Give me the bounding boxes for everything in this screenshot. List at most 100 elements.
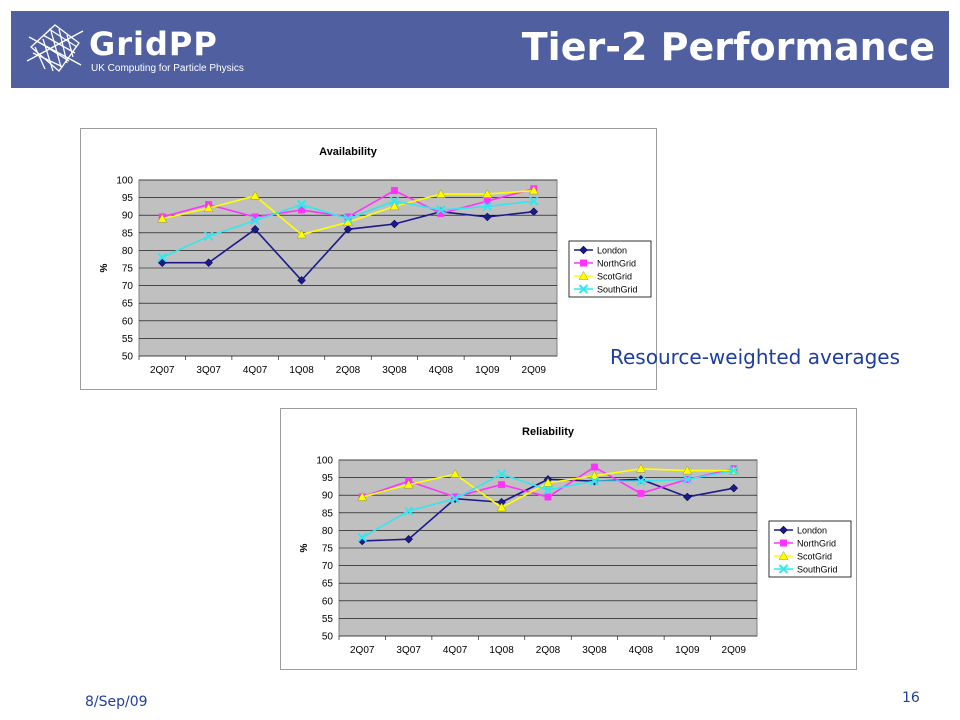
northgrid-point-legend [580, 259, 587, 267]
slide-header: GridPP UK Computing for Particle Physics… [11, 11, 949, 88]
y-axis-label: % [99, 263, 110, 272]
southgrid-point-3 [296, 199, 307, 210]
london-point-2 [250, 224, 260, 234]
scotgrid-point-1 [203, 203, 214, 212]
y-tick-label: 85 [122, 228, 134, 239]
southgrid-point-2 [450, 494, 460, 504]
x-tick-label: 3Q08 [582, 645, 607, 656]
x-tick-label: 2Q08 [536, 645, 561, 656]
london-point-1 [404, 534, 414, 544]
london-point-3 [297, 275, 306, 285]
chart-title: Availability [319, 146, 378, 158]
x-tick-label: 4Q08 [629, 645, 654, 656]
northgrid-point-2 [251, 213, 259, 221]
southgrid-point-1 [203, 231, 214, 242]
y-tick-label: 80 [322, 526, 334, 537]
northgrid-point-3 [498, 481, 506, 489]
scotgrid-point-0 [157, 213, 168, 223]
availability-chart-svg: Availability 50 55 60 65 70 75 80 85 90 95 100% 2Q07… [99, 146, 652, 376]
scotgrid-point-8 [528, 185, 539, 195]
southgrid-point-2 [250, 215, 260, 226]
y-axis-label: % [299, 543, 310, 552]
london-point-legend [579, 245, 588, 255]
y-tick-label: 100 [116, 176, 133, 187]
southgrid-point-0 [157, 252, 167, 263]
chart-title: Reliability [522, 426, 575, 438]
southgrid-point-5 [589, 476, 600, 486]
scotgrid-point-5 [589, 470, 600, 480]
northgrid-point-legend [780, 539, 787, 547]
southgrid-point-6 [436, 205, 446, 215]
y-tick-label: 60 [122, 316, 134, 327]
scotgrid-point-3 [296, 229, 307, 239]
y-tick-label: 75 [122, 264, 134, 275]
northgrid-point-4 [344, 213, 352, 221]
reliability-chart: Reliability 50 55 60 65 70 75 80 85 90 95 100% 2Q07 3… [280, 408, 857, 670]
y-tick-label: 65 [122, 299, 134, 310]
footer-date: 8/Sep/09 [85, 694, 148, 710]
x-tick-label: 2Q07 [350, 645, 375, 656]
reliability-chart-svg: Reliability 50 55 60 65 70 75 80 85 90 95 100% 2Q07 3… [299, 426, 852, 656]
northgrid-point-4 [544, 493, 552, 501]
y-tick-label: 70 [322, 561, 334, 572]
southgrid-point-5 [389, 196, 400, 206]
southgrid-point-legend [778, 564, 789, 574]
northgrid-point-5 [590, 463, 598, 471]
legend-label: SouthGrid [797, 565, 838, 575]
scotgrid-point-7 [682, 465, 693, 475]
series-scotgrid [157, 185, 539, 239]
scotgrid-point-7 [482, 189, 493, 198]
x-tick-label: 4Q07 [243, 365, 268, 376]
page-number: 16 [902, 690, 920, 706]
legend-label: ScotGrid [797, 552, 832, 562]
y-tick-label: 80 [122, 246, 134, 257]
northgrid-point-6 [637, 489, 645, 497]
y-tick-label: 90 [322, 491, 334, 502]
scotgrid-point-legend [778, 550, 789, 560]
x-tick-label: 2Q07 [150, 365, 175, 376]
x-tick-label: 1Q08 [289, 365, 314, 376]
london-point-7 [682, 492, 692, 502]
southgrid-point-7 [482, 201, 493, 212]
legend-label: London [597, 246, 627, 256]
x-tick-label: 3Q07 [196, 365, 221, 376]
page-title: Tier-2 Performance [521, 25, 935, 69]
x-tick-label: 2Q09 [522, 365, 547, 376]
x-tick-label: 4Q08 [429, 365, 454, 376]
london-point-8 [529, 207, 539, 217]
scotgrid-point-6 [635, 463, 646, 473]
southgrid-point-8 [529, 196, 539, 206]
southgrid-point-8 [729, 465, 739, 476]
chart-legend: London NorthGrid ScotGrid SouthGrid [568, 240, 652, 298]
x-tick-label: 2Q09 [722, 645, 747, 656]
legend-label: London [797, 526, 827, 536]
southgrid-point-1 [403, 506, 414, 516]
southgrid-point-4 [543, 485, 553, 495]
northgrid-point-3 [298, 206, 306, 214]
london-point-legend [779, 525, 788, 535]
london-point-8 [729, 483, 739, 493]
scotgrid-point-legend [578, 270, 589, 280]
y-tick-label: 50 [122, 352, 134, 363]
southgrid-point-4 [343, 214, 353, 224]
series-southgrid [357, 465, 739, 543]
y-tick-label: 55 [322, 614, 334, 625]
london-point-1 [204, 258, 214, 268]
series-southgrid [157, 196, 539, 263]
scotgrid-point-0 [357, 491, 368, 501]
y-tick-label: 50 [322, 632, 334, 643]
legend-label: SouthGrid [597, 285, 638, 295]
y-tick-label: 95 [322, 473, 334, 484]
x-tick-label: 2Q08 [336, 365, 361, 376]
gridpp-logo: GridPP UK Computing for Particle Physics [25, 17, 265, 83]
y-tick-label: 55 [122, 334, 134, 345]
legend-label: NorthGrid [597, 259, 636, 269]
y-tick-label: 90 [122, 211, 134, 222]
southgrid-point-3 [496, 469, 507, 479]
southgrid-point-0 [357, 532, 367, 543]
scotgrid-point-2 [250, 190, 261, 200]
london-point-7 [482, 212, 492, 222]
london-point-4 [343, 224, 353, 234]
x-tick-label: 1Q08 [489, 645, 514, 656]
y-tick-label: 95 [122, 193, 134, 204]
